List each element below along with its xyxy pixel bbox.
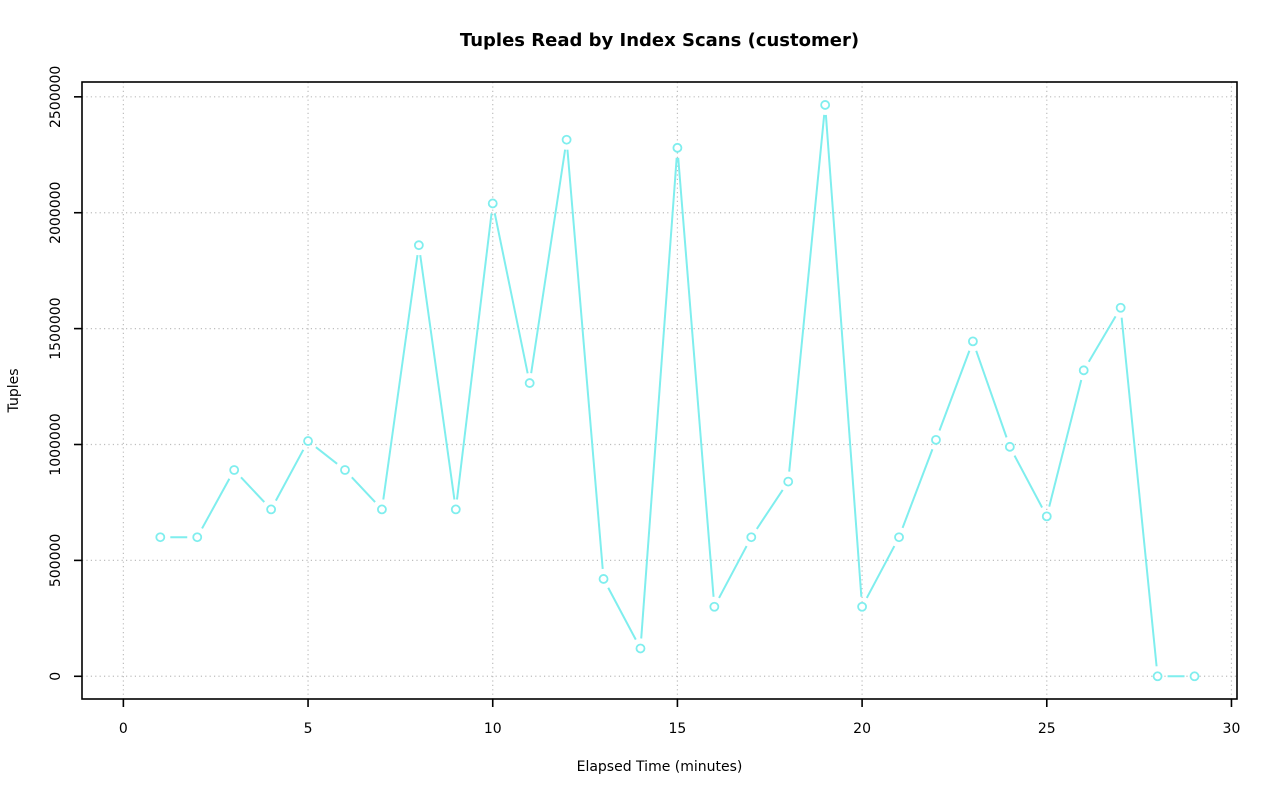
data-point-marker bbox=[524, 378, 535, 388]
y-tick-label: 0 bbox=[48, 672, 64, 681]
y-axis-label: Tuples bbox=[6, 369, 22, 414]
series-line-segment bbox=[755, 489, 784, 530]
data-point-marker bbox=[894, 532, 904, 543]
series-line-segment bbox=[1048, 379, 1083, 507]
data-point-marker bbox=[857, 601, 867, 612]
chart-title: Tuples Read by Index Scans (customer) bbox=[460, 30, 859, 51]
data-point-marker bbox=[820, 100, 831, 110]
data-point-marker bbox=[229, 465, 240, 475]
data-point-marker bbox=[1004, 441, 1015, 452]
data-point-marker bbox=[340, 465, 350, 475]
x-tick-label: 0 bbox=[119, 721, 128, 737]
data-point-marker bbox=[672, 142, 683, 153]
series-line-segment bbox=[1120, 317, 1158, 667]
series-line-segment bbox=[351, 476, 376, 503]
series-line-segment bbox=[788, 114, 826, 472]
series-line-segment bbox=[677, 157, 715, 597]
y-tick-label: 500000 bbox=[48, 534, 64, 587]
data-point-marker bbox=[598, 574, 609, 584]
data-point-marker bbox=[1115, 302, 1126, 313]
series-line-segment bbox=[865, 545, 896, 599]
plot-frame bbox=[81, 81, 1238, 700]
data-point-marker bbox=[450, 504, 461, 515]
y-tick-label: 1000000 bbox=[48, 413, 64, 475]
series-line-segment bbox=[274, 449, 305, 502]
series-line-segment bbox=[201, 478, 231, 529]
y-tick-label: 2500000 bbox=[48, 66, 64, 128]
data-point-marker bbox=[1041, 511, 1052, 522]
x-tick-label: 20 bbox=[853, 721, 871, 737]
series-line-segment bbox=[240, 476, 266, 503]
series-line-segment bbox=[1013, 455, 1043, 508]
x-tick-label: 5 bbox=[304, 721, 313, 737]
data-point-marker bbox=[561, 134, 572, 145]
axis-tick-labels: 0 5 10 15 20 25 30 0 500000 1000000 1500000 2000000… bbox=[48, 66, 1240, 737]
data-point-marker bbox=[1189, 671, 1200, 682]
x-axis-label: Elapsed Time (minutes) bbox=[577, 759, 743, 775]
data-point-marker bbox=[635, 643, 646, 654]
data-point-marker bbox=[783, 476, 794, 487]
series-line-segment bbox=[975, 350, 1008, 438]
data-point-marker bbox=[487, 198, 498, 209]
data-point-marker bbox=[746, 532, 757, 543]
data-point-marker bbox=[1152, 671, 1163, 682]
series-line-segment bbox=[824, 114, 863, 597]
gridlines bbox=[82, 82, 1237, 699]
series-line-segment bbox=[640, 157, 678, 639]
series-line-segment bbox=[938, 350, 971, 431]
y-tick-label: 1500000 bbox=[48, 297, 64, 359]
data-point-marker bbox=[377, 504, 387, 515]
data-point-marker bbox=[192, 532, 203, 543]
series-line-segment bbox=[718, 545, 748, 599]
data-point-marker bbox=[709, 601, 720, 612]
series-line-segment bbox=[382, 254, 419, 500]
data-point-marker bbox=[413, 240, 424, 251]
series-line-segment bbox=[901, 448, 934, 529]
y-tick-label: 2000000 bbox=[48, 182, 64, 244]
data-point-marker bbox=[968, 336, 978, 347]
x-tick-label: 25 bbox=[1038, 721, 1056, 737]
x-tick-label: 15 bbox=[669, 721, 687, 737]
series-line-segment bbox=[530, 149, 567, 374]
data-point-marker bbox=[931, 434, 941, 445]
series-line-segment bbox=[456, 213, 493, 500]
data-point-marker bbox=[155, 532, 166, 543]
series-line-segment bbox=[1087, 315, 1117, 363]
data-point-marker bbox=[303, 436, 313, 446]
series-line-segment bbox=[493, 213, 529, 374]
x-tick-label: 30 bbox=[1223, 721, 1241, 737]
axis-ticks bbox=[74, 96, 1233, 707]
series-line-segment bbox=[315, 446, 338, 465]
series-line-segment bbox=[566, 149, 604, 570]
series-line-segment bbox=[419, 254, 456, 500]
series-line-segment bbox=[607, 587, 637, 641]
x-tick-label: 10 bbox=[484, 721, 502, 737]
data-point-marker bbox=[266, 504, 277, 515]
data-series bbox=[155, 100, 1200, 682]
data-point-marker bbox=[1078, 365, 1089, 376]
